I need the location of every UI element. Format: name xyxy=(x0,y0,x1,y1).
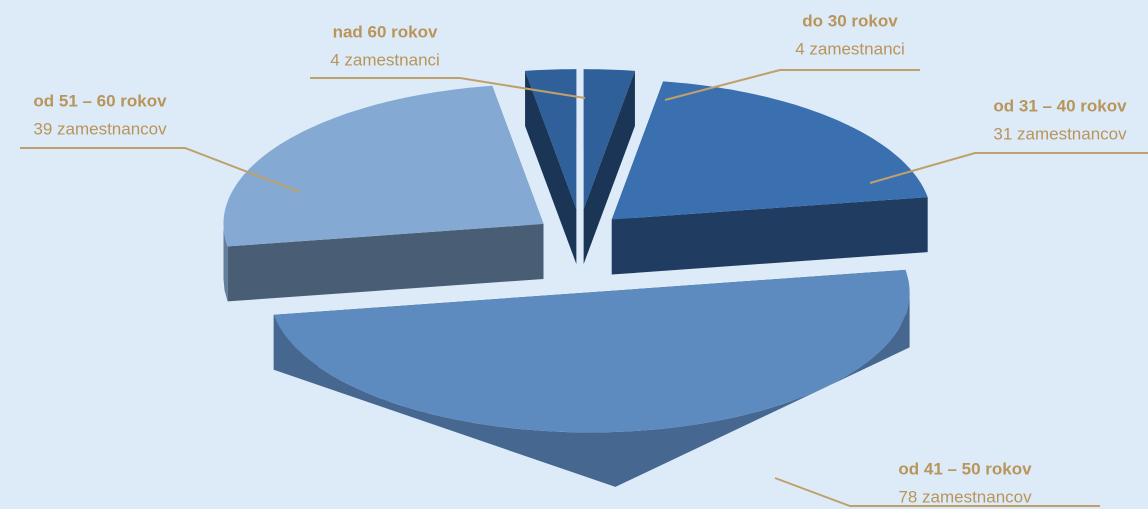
value-label: 4 zamestnanci xyxy=(795,39,905,58)
category-label: do 30 rokov xyxy=(802,11,898,30)
value-label: 31 zamestnancov xyxy=(993,124,1127,143)
value-label: 78 zamestnancov xyxy=(898,487,1032,506)
value-label: 39 zamestnancov xyxy=(33,119,167,138)
value-label: 4 zamestnanci xyxy=(330,50,440,69)
category-label: nad 60 rokov xyxy=(333,22,438,41)
slice-wall xyxy=(525,70,577,265)
leader-line xyxy=(664,69,920,101)
leader-line xyxy=(310,77,586,99)
slice-wall xyxy=(583,70,635,265)
slice-side xyxy=(223,224,228,302)
category-label: od 31 – 40 rokov xyxy=(993,96,1127,115)
slice xyxy=(611,81,928,275)
slice xyxy=(525,69,577,265)
leader-line xyxy=(20,147,301,193)
slice-top xyxy=(223,85,544,247)
category-label: od 41 – 50 rokov xyxy=(898,459,1032,478)
slice-top xyxy=(583,69,635,210)
leader-line xyxy=(774,477,1100,507)
slice xyxy=(583,69,635,265)
slice-top xyxy=(273,269,910,433)
leader-line xyxy=(869,152,1148,184)
slice-top xyxy=(611,81,928,220)
slice-side xyxy=(273,292,910,487)
slice xyxy=(273,269,910,487)
slice xyxy=(223,85,544,302)
slice-wall xyxy=(227,223,544,302)
slice-top xyxy=(525,69,577,210)
slice-wall xyxy=(611,197,928,275)
category-label: od 51 – 60 rokov xyxy=(33,91,167,110)
